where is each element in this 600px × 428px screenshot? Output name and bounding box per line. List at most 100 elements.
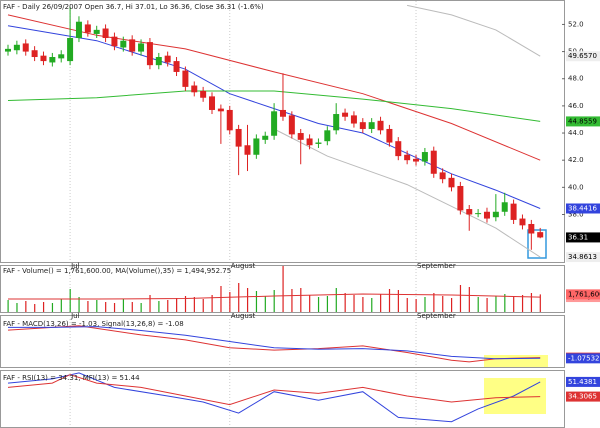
volume-bar: [309, 295, 311, 312]
candle-body: [279, 109, 286, 117]
candle-body: [111, 36, 118, 47]
indicator-line: [7, 325, 541, 363]
volume-bar: [344, 293, 346, 312]
candle-body: [244, 145, 251, 155]
end-label-box: [566, 289, 600, 300]
volume-bar: [317, 297, 320, 312]
candle-body: [466, 209, 473, 215]
candle-body: [191, 85, 198, 93]
candle-body: [537, 232, 544, 238]
candle-body: [146, 42, 153, 66]
volume-bar: [380, 294, 382, 312]
end-label-box: [566, 232, 600, 243]
candle-body: [93, 29, 100, 34]
volume-bar: [140, 303, 142, 312]
volume-bar: [397, 290, 399, 312]
end-label: -1.07532: [568, 354, 599, 362]
month-label: August: [231, 262, 256, 270]
end-label: 34.3065: [568, 393, 597, 401]
volume-bar: [51, 303, 54, 312]
volume-bar: [220, 286, 222, 312]
y-tick-label: 44.0: [568, 129, 584, 137]
volume-bar: [193, 297, 195, 312]
volume-bar: [158, 301, 160, 312]
candle-body: [226, 109, 233, 131]
end-label-box: [566, 203, 600, 214]
volume-bar: [238, 283, 240, 312]
y-tick-label: 46.0: [568, 102, 584, 110]
candle-body: [315, 142, 322, 144]
candle-body: [448, 177, 455, 188]
end-label: 49.6570: [568, 52, 597, 60]
volume-average: [8, 293, 541, 300]
candle-body: [386, 128, 393, 143]
candle-body: [333, 114, 340, 131]
end-label: 34.8613: [568, 253, 597, 261]
volume-bar: [521, 295, 524, 312]
candle-body: [209, 96, 216, 110]
candle-body: [306, 138, 313, 146]
volume-bar: [495, 296, 497, 312]
volume-bar: [451, 298, 453, 312]
candle-body: [75, 21, 82, 39]
candle-body: [182, 70, 189, 87]
volume-bar: [69, 289, 71, 312]
volume-bar: [415, 299, 417, 312]
panel-title: FAF - RSI(13) = 34.31, MFI(13) = 51.44: [3, 374, 140, 382]
end-label: 51.4381: [568, 378, 597, 386]
volume-bar: [167, 300, 169, 312]
indicator-line: [7, 372, 541, 423]
candle-body: [102, 28, 109, 39]
candle-body: [395, 141, 402, 157]
panel-title: FAF - Daily 26/09/2007 Open 36.7, Hi 37.…: [3, 3, 264, 11]
month-label: Jul: [70, 262, 80, 270]
candle-body: [324, 130, 331, 142]
end-label: 1,761,600: [568, 290, 600, 298]
month-label: September: [417, 262, 456, 270]
candle-body: [235, 128, 242, 147]
candle-body: [120, 40, 127, 48]
y-tick-label: 40.0: [568, 183, 584, 191]
end-label-box: [566, 376, 600, 387]
candle-body: [421, 152, 428, 162]
volume-bar: [459, 285, 462, 312]
volume-bar: [113, 303, 116, 312]
candle-body: [288, 115, 295, 135]
candle-body: [492, 211, 499, 218]
volume-bar: [335, 288, 337, 312]
candle-body: [5, 48, 11, 52]
volume-bar: [539, 294, 541, 312]
volume-bar: [105, 302, 107, 312]
panel-title: FAF - Volume() = 1,761,600.00, MA(Volume…: [3, 267, 231, 275]
candle-body: [439, 172, 446, 180]
candle-body: [13, 44, 20, 51]
y-tick-label: 38.0: [568, 210, 584, 218]
volume-bar: [300, 288, 302, 312]
y-tick-label: 42.0: [568, 156, 584, 164]
volume-bar: [122, 299, 125, 312]
macd-panel: [0, 315, 565, 368]
candle-body: [528, 223, 535, 234]
volume-bar: [34, 304, 36, 312]
volume-bar: [291, 289, 293, 312]
volume-bar: [149, 295, 151, 312]
candle-body: [483, 211, 490, 219]
end-label: 44.8559: [568, 117, 597, 125]
indicator-line: [8, 326, 541, 360]
y-tick-label: 52.0: [568, 20, 584, 28]
month-label: September: [417, 312, 456, 320]
candle-body: [49, 57, 56, 63]
y-tick-label: 48.0: [568, 75, 584, 83]
candle-body: [22, 43, 29, 52]
volume-bar: [371, 298, 373, 312]
candle-body: [67, 38, 74, 62]
moving-average: [406, 4, 541, 57]
volume-bar: [424, 297, 426, 312]
end-label-box: [566, 391, 600, 402]
macd-highlight: [484, 355, 548, 367]
volume-bar: [530, 293, 533, 312]
volume-bar: [442, 296, 444, 312]
candle-body: [413, 158, 420, 162]
volume-bar: [406, 298, 408, 312]
